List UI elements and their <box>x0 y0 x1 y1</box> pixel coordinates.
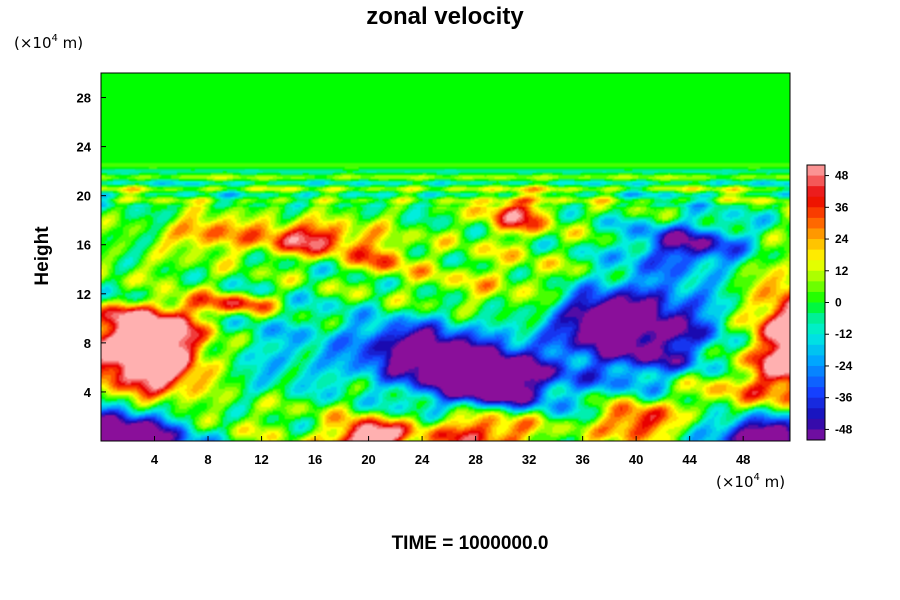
x-tick-label: 48 <box>736 452 750 467</box>
colorbar-segment <box>807 249 825 261</box>
plot-frame <box>100 72 791 442</box>
colorbar-segment <box>807 228 825 240</box>
y-tick-label: 4 <box>84 385 92 400</box>
colorbar-tick-label: -24 <box>835 359 853 373</box>
x-tick-label: 8 <box>204 452 211 467</box>
y-axis-label: Height <box>32 226 53 286</box>
colorbar-segment <box>807 217 825 229</box>
colorbar-segment <box>807 165 825 177</box>
heatmap-field <box>101 73 790 441</box>
y-tick-label: 8 <box>84 336 91 351</box>
colorbar-tick-label: 24 <box>835 232 849 246</box>
y-tick-label: 12 <box>77 287 91 302</box>
colorbar-segment <box>807 334 825 346</box>
colorbar-segment <box>807 291 825 303</box>
colorbar-tick-label: -36 <box>835 391 853 405</box>
x-axis-ticks: 4 8 12 16 20 24 28 32 36 40 44 48 <box>151 436 750 467</box>
x-tick-label: 16 <box>308 452 322 467</box>
chart-title: zonal velocity <box>366 3 524 30</box>
colorbar-tick-label: 12 <box>835 264 849 278</box>
colorbar-tick-label: 48 <box>835 169 849 183</box>
colorbar-tick-label: 0 <box>835 296 842 310</box>
colorbar-segment <box>807 387 825 399</box>
x-tick-label: 24 <box>415 452 430 467</box>
colorbar-segment <box>807 302 825 314</box>
x-tick-label: 32 <box>522 452 536 467</box>
y-axis-unit: (×104 m) <box>14 33 83 52</box>
x-tick-label: 40 <box>629 452 643 467</box>
colorbar-segment <box>807 270 825 282</box>
colorbar-segment <box>807 260 825 272</box>
x-axis-unit: (×104 m) <box>716 472 785 491</box>
x-tick-label: 44 <box>682 452 697 467</box>
colorbar: 48 36 24 12 0 -12 -24 -36 -48 <box>806 164 853 441</box>
colorbar-segment <box>807 196 825 208</box>
x-tick-label: 20 <box>361 452 375 467</box>
colorbar-segment <box>807 376 825 388</box>
y-tick-label: 24 <box>77 140 92 155</box>
colorbar-segment <box>807 281 825 293</box>
colorbar-segment <box>807 207 825 219</box>
plot-area <box>100 72 791 442</box>
colorbar-segment <box>807 355 825 367</box>
colorbar-segment <box>807 175 825 187</box>
colorbar-tick-label: 36 <box>835 200 849 214</box>
x-tick-label: 36 <box>575 452 589 467</box>
colorbar-segment <box>807 429 825 441</box>
colorbar-tick-label: -12 <box>835 327 853 341</box>
y-tick-label: 16 <box>77 238 91 253</box>
colorbar-segment <box>807 186 825 198</box>
colorbar-segment <box>807 365 825 378</box>
y-tick-label: 28 <box>77 91 91 106</box>
y-tick-label: 20 <box>77 189 91 204</box>
x-tick-label: 12 <box>254 452 268 467</box>
x-tick-label: 4 <box>151 452 159 467</box>
colorbar-segment <box>807 397 825 409</box>
colorbar-segment <box>807 239 825 251</box>
colorbar-segment <box>807 418 825 430</box>
x-tick-label: 28 <box>468 452 482 467</box>
y-axis-ticks: 4 8 12 16 20 24 28 <box>77 91 106 400</box>
colorbar-tick-label: -48 <box>835 422 853 436</box>
colorbar-segment <box>807 313 825 325</box>
colorbar-segment <box>807 344 825 356</box>
colorbar-segment <box>807 408 825 420</box>
colorbar-segment <box>807 323 825 335</box>
time-annotation: TIME = 1000000.0 <box>392 533 549 554</box>
